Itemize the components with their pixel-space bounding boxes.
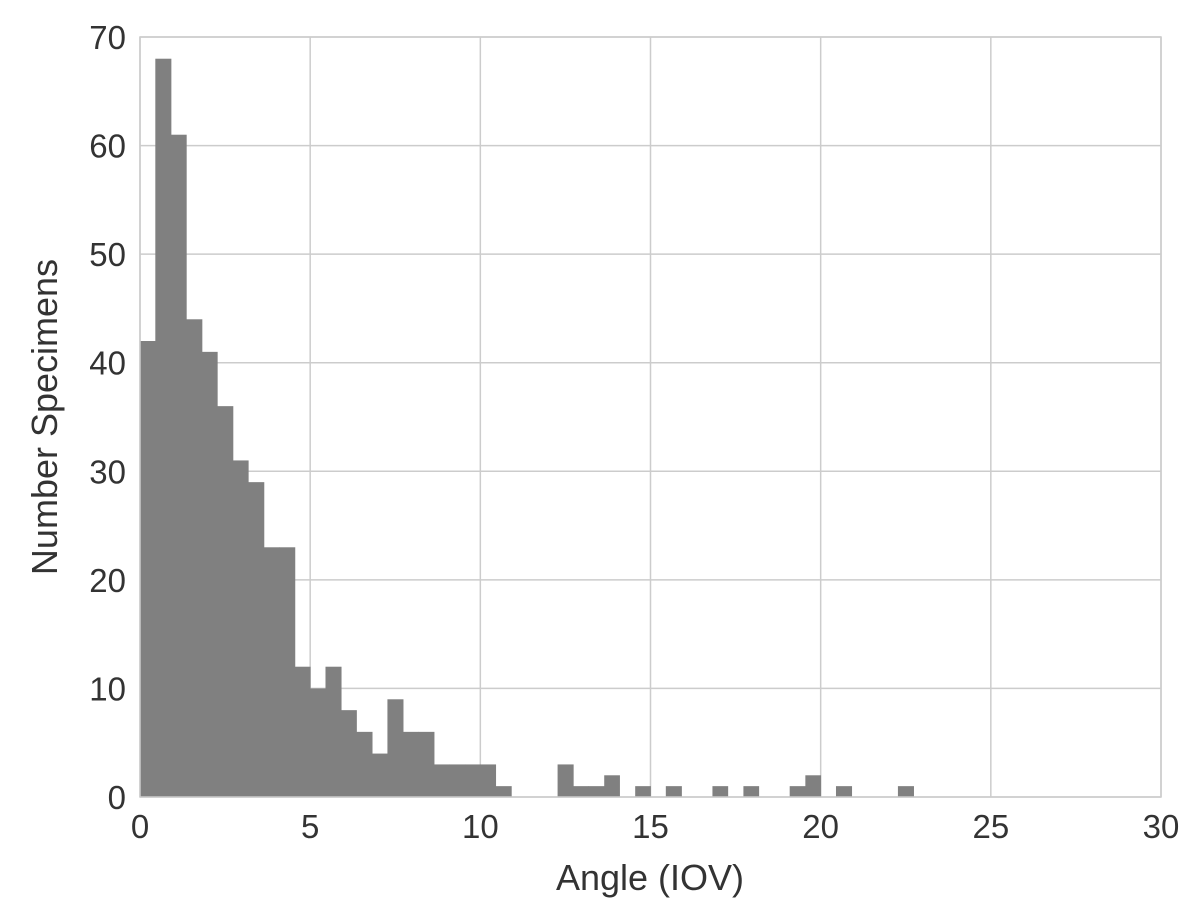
histogram-bar — [588, 786, 605, 797]
histogram-bar — [387, 699, 404, 797]
x-tick-label: 15 — [632, 808, 669, 845]
histogram-bar — [155, 58, 172, 797]
histogram-bar — [465, 764, 481, 797]
histogram-bar — [232, 460, 249, 797]
x-tick-label: 30 — [1143, 808, 1180, 845]
histogram-bar — [310, 688, 326, 797]
y-tick-label: 60 — [89, 128, 126, 165]
histogram-bar — [418, 731, 435, 797]
y-tick-label: 70 — [89, 19, 126, 56]
histogram-bar — [573, 786, 589, 797]
histogram-bar — [480, 764, 497, 797]
histogram-bar — [170, 134, 187, 797]
histogram-bar — [835, 786, 853, 797]
y-tick-labels: 0 10 20 30 40 50 60 70 — [89, 19, 126, 816]
histogram-bar — [140, 341, 156, 797]
histogram-bar — [495, 786, 512, 797]
plot-frame — [139, 36, 1162, 798]
histogram-bars — [140, 58, 914, 797]
histogram-bar — [294, 666, 311, 797]
y-tick-label: 20 — [89, 562, 126, 599]
y-tick-label: 30 — [89, 453, 126, 490]
histogram-bar — [805, 775, 822, 797]
histogram-bar — [635, 786, 651, 797]
x-axis-label: Angle (IOV) — [556, 857, 744, 898]
histogram-bar — [789, 786, 806, 797]
histogram-bar — [743, 786, 760, 797]
histogram-bar — [341, 710, 357, 797]
histogram-bar — [186, 319, 203, 797]
histogram-bar — [217, 406, 234, 797]
histogram-bar — [604, 775, 620, 797]
histogram-bar — [897, 786, 914, 797]
y-tick-label: 0 — [108, 779, 126, 816]
x-tick-labels: 0 5 10 15 20 25 30 — [131, 808, 1180, 845]
histogram-bar — [557, 764, 574, 797]
y-axis-label: Number Specimens — [24, 259, 65, 575]
histogram-bar — [665, 786, 682, 797]
histogram-bar — [279, 547, 296, 797]
x-tick-label: 20 — [802, 808, 839, 845]
y-tick-label: 40 — [89, 345, 126, 382]
histogram-bar — [263, 547, 280, 797]
y-tick-label: 10 — [89, 670, 126, 707]
histogram-bar — [449, 764, 466, 797]
x-tick-label: 25 — [972, 808, 1009, 845]
histogram-bar — [403, 731, 419, 797]
histogram-bar — [372, 753, 388, 797]
histogram-bar — [201, 351, 218, 797]
x-tick-label: 0 — [131, 808, 149, 845]
x-tick-label: 10 — [462, 808, 499, 845]
histogram-bar — [434, 764, 450, 797]
histogram-bar — [248, 482, 265, 797]
histogram-bar — [356, 731, 373, 797]
histogram-bar — [712, 786, 729, 797]
histogram-bar — [325, 666, 342, 797]
y-tick-label: 50 — [89, 236, 126, 273]
x-tick-label: 5 — [301, 808, 319, 845]
